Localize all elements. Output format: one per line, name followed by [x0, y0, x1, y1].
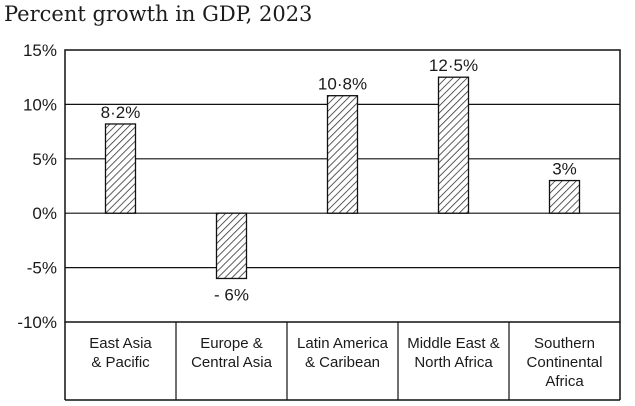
- data-label: 3%: [552, 160, 577, 179]
- y-tick-label: 10%: [23, 95, 57, 114]
- bar: [548, 179, 581, 214]
- y-tick-label: 15%: [23, 41, 57, 60]
- data-label: 12·5%: [429, 56, 478, 75]
- category-label-line: & Caribean: [305, 354, 380, 371]
- y-tick-label: -5%: [27, 259, 57, 278]
- category-label-line: Central Asia: [191, 354, 273, 371]
- category-label-line: North Africa: [414, 354, 493, 371]
- data-label: 8·2%: [101, 103, 141, 122]
- y-tick-label: -10%: [17, 313, 57, 332]
- y-tick-label: 5%: [32, 150, 57, 169]
- plot-frame: [64, 49, 621, 323]
- category-label: Latin America & Caribean: [297, 335, 389, 371]
- category-label-line: & Pacific: [91, 354, 150, 371]
- chart-title: Percent growth in GDP, 2023: [4, 2, 313, 26]
- category-label-line: East Asia: [89, 335, 152, 352]
- category-label: Europe & Central Asia: [191, 335, 273, 371]
- category-label-line: Middle East &: [407, 335, 500, 352]
- bar: [326, 95, 359, 214]
- y-tick-label: 0%: [32, 204, 57, 223]
- data-label: - 6%: [214, 285, 249, 304]
- category-label-line: Latin America: [297, 335, 389, 352]
- category-label: Middle East & North Africa: [407, 335, 500, 371]
- category-label: Southern Continental Africa: [527, 335, 603, 390]
- category-label-line: Southern: [534, 335, 595, 352]
- category-label-line: Africa: [545, 373, 584, 390]
- category-label-line: Continental: [527, 354, 603, 371]
- data-label: 10·8%: [318, 75, 367, 94]
- category-label-line: Europe &: [200, 335, 263, 352]
- bar: [104, 123, 137, 214]
- category-label: East Asia & Pacific: [89, 335, 152, 371]
- bar: [215, 212, 248, 280]
- bar: [437, 76, 470, 214]
